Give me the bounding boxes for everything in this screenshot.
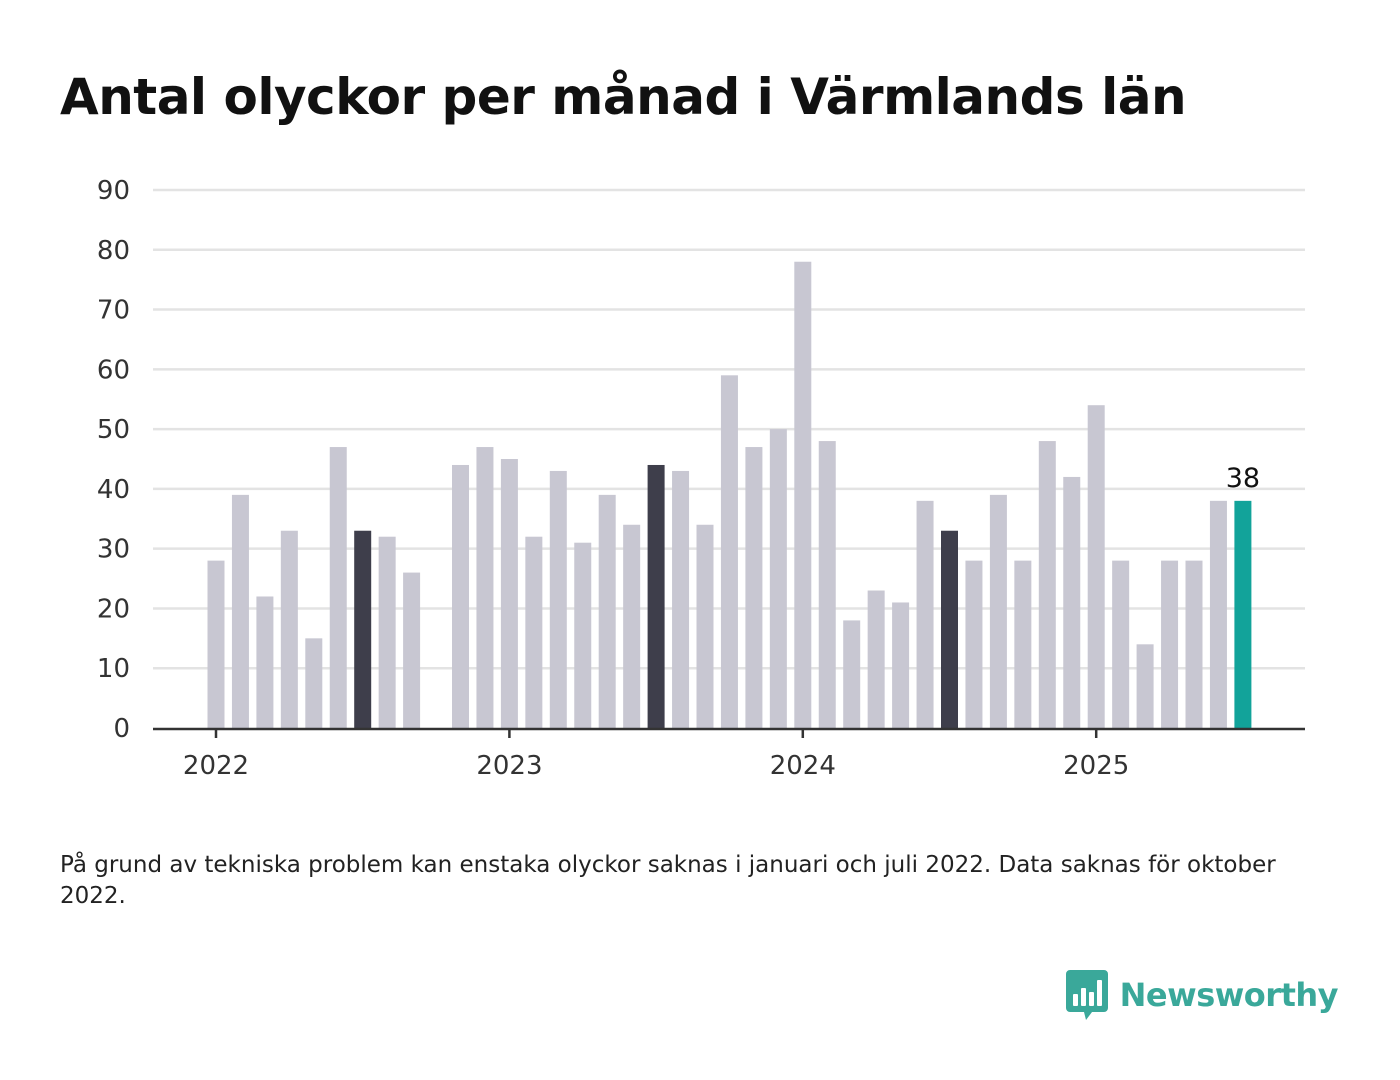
bar-2025-04 xyxy=(1161,560,1179,728)
bar-2025-01 xyxy=(1087,405,1105,728)
bars xyxy=(207,261,1252,728)
bar-2023-10 xyxy=(720,375,738,728)
bar-2024-05 xyxy=(892,602,910,728)
data-label-latest: 38 xyxy=(1226,463,1260,494)
bar-2023-01 xyxy=(500,459,518,728)
bar-2024-11 xyxy=(1038,441,1056,728)
bar-2023-06 xyxy=(623,524,641,728)
footnote: På grund av tekniska problem kan enstaka… xyxy=(60,852,1276,909)
bar-2022-03 xyxy=(256,596,274,728)
y-tick-label: 80 xyxy=(97,236,130,266)
x-tick-label: 2023 xyxy=(476,751,542,781)
bar-2023-03 xyxy=(549,470,567,728)
x-tick-label: 2024 xyxy=(770,751,836,781)
bar-2023-08 xyxy=(672,470,690,728)
bar-2025-05 xyxy=(1185,560,1203,728)
brand-name: Newsworthy xyxy=(1119,976,1339,1014)
y-tick-label: 90 xyxy=(97,176,130,206)
bar-2022-04 xyxy=(280,530,298,728)
y-tick-label: 70 xyxy=(97,296,130,326)
bar-2025-06 xyxy=(1209,500,1227,728)
y-tick-label: 50 xyxy=(97,415,130,445)
y-tick-label: 10 xyxy=(97,654,130,684)
bar-2022-09 xyxy=(403,572,421,728)
y-tick-label: 40 xyxy=(97,475,130,505)
bar-2024-04 xyxy=(867,590,885,728)
y-tick-label: 0 xyxy=(113,714,130,744)
bar-2022-12 xyxy=(476,447,494,728)
bar-2024-01 xyxy=(794,261,812,728)
newsworthy-logo[interactable]: Newsworthy xyxy=(1065,970,1339,1020)
x-tick-label: 2022 xyxy=(183,751,249,781)
bar-2023-02 xyxy=(525,536,543,728)
bar-chart: 0 10 20 30 40 50 60 70 80 90 38 2022 2023 2024 2025 xyxy=(97,176,1305,781)
bar-2025-03 xyxy=(1136,644,1154,728)
bar-2024-09 xyxy=(989,494,1007,728)
bar-2024-12 xyxy=(1063,476,1081,728)
bar-2023-07 xyxy=(647,464,665,728)
bar-2023-04 xyxy=(574,542,592,728)
bar-2024-08 xyxy=(965,560,983,728)
y-tick-label: 20 xyxy=(97,594,130,624)
newsworthy-logo-icon xyxy=(1065,970,1108,1020)
bar-2023-11 xyxy=(745,447,763,728)
bar-2024-10 xyxy=(1014,560,1032,728)
bar-2022-06 xyxy=(329,447,347,728)
bar-2022-11 xyxy=(452,464,469,728)
bar-2022-07 xyxy=(354,530,372,728)
y-tick-label: 60 xyxy=(97,355,130,385)
bar-2023-09 xyxy=(696,524,714,728)
bar-2025-07 xyxy=(1234,500,1252,728)
bar-2024-07 xyxy=(941,530,958,728)
bar-2022-08 xyxy=(378,536,396,728)
y-axis-ticks: 0 10 20 30 40 50 60 70 80 90 xyxy=(97,176,130,744)
bar-2023-12 xyxy=(769,429,787,728)
bar-2024-02 xyxy=(818,441,836,728)
chart-title: Antal olyckor per månad i Värmlands län xyxy=(60,68,1187,126)
bar-2025-02 xyxy=(1112,560,1130,728)
bar-2022-05 xyxy=(305,638,323,728)
bar-2024-03 xyxy=(843,620,861,728)
bar-2023-05 xyxy=(598,494,616,728)
x-axis: 2022 2023 2024 2025 xyxy=(153,727,1305,781)
x-tick-label: 2025 xyxy=(1063,751,1129,781)
bar-2024-06 xyxy=(916,500,934,728)
bar-2022-01 xyxy=(207,560,225,728)
y-tick-label: 30 xyxy=(97,535,130,565)
bar-2022-02 xyxy=(231,494,249,728)
data-labels: 38 xyxy=(1226,463,1260,494)
